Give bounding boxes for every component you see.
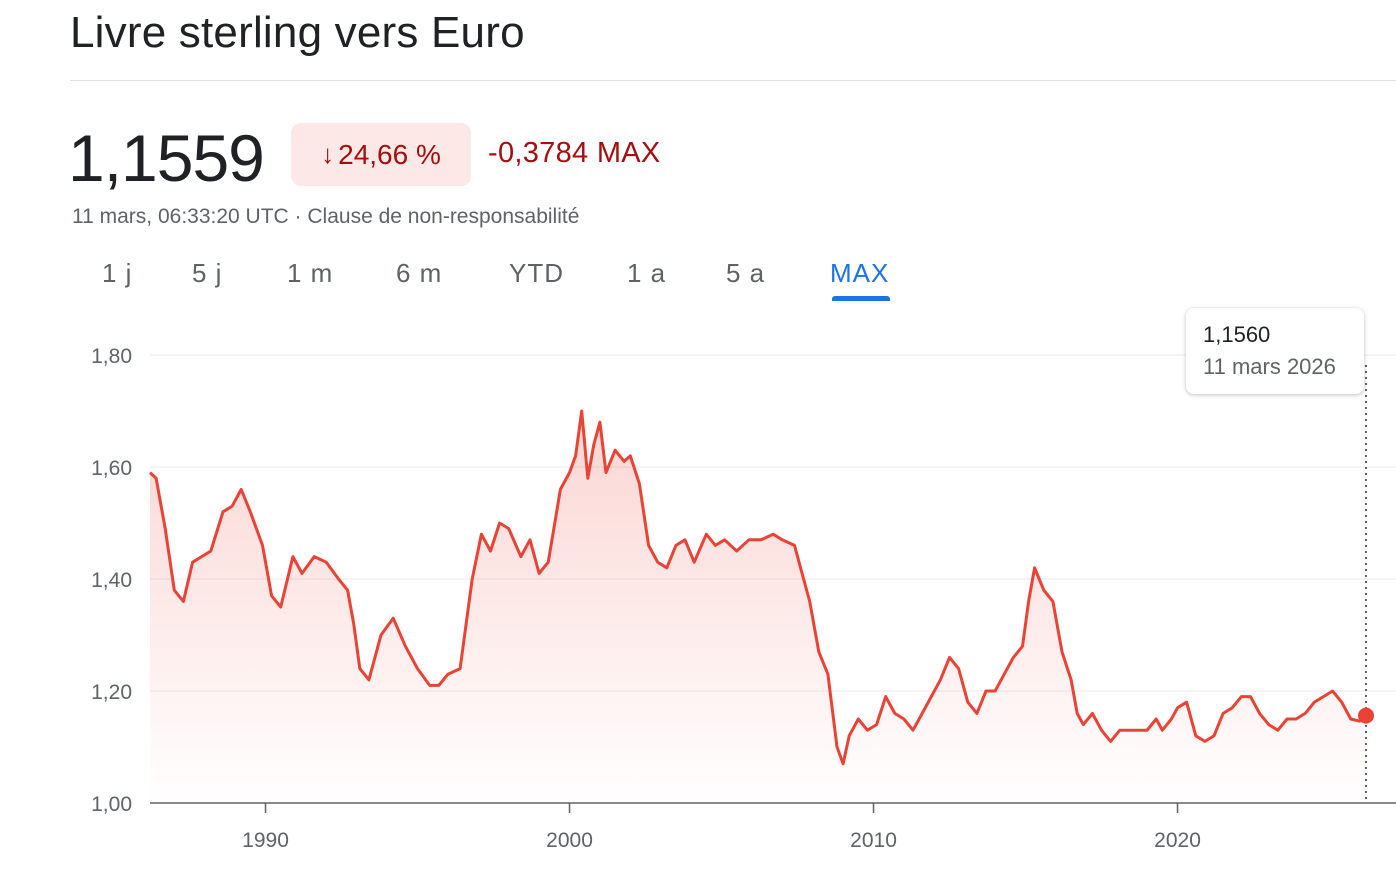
page-title: Livre sterling vers Euro <box>70 8 525 57</box>
tab-5-years[interactable]: 5 a <box>726 258 766 288</box>
active-tab-indicator <box>832 296 890 301</box>
change-percent-badge: ↓ 24,66 % <box>291 123 471 186</box>
tab-5-days[interactable]: 5 j <box>192 258 223 288</box>
change-percent: 24,66 % <box>338 138 441 170</box>
current-price: 1,1559 <box>68 121 265 195</box>
chart-series-line <box>148 409 1368 766</box>
x-tick-label: 2000 <box>546 829 593 852</box>
tab-max[interactable]: MAX <box>830 258 890 288</box>
tooltip-value: 1,1560 <box>1203 322 1271 347</box>
timestamp: 11 mars, 06:33:20 UTC <box>72 205 289 228</box>
y-tick-label: 1,40 <box>91 569 132 592</box>
tab-ytd[interactable]: YTD <box>509 258 564 288</box>
y-tick-label: 1,80 <box>91 345 132 368</box>
arrow-down-icon: ↓ <box>321 139 335 169</box>
x-tick-label: 2020 <box>1154 829 1201 852</box>
x-tick-label: 2010 <box>850 829 897 852</box>
tab-1-year[interactable]: 1 a <box>627 258 667 288</box>
tab-1-day[interactable]: 1 j <box>102 258 133 288</box>
y-tick-label: 1,00 <box>91 793 132 816</box>
y-tick-label: 1,60 <box>91 457 132 480</box>
chart-tooltip: 1,1560 11 mars 2026 <box>1186 308 1364 394</box>
range-tabs: 1 j 5 j 1 m 6 m YTD 1 a 5 a MAX <box>0 258 1000 308</box>
tab-6-months[interactable]: 6 m <box>396 258 443 288</box>
x-tick-label: 1990 <box>242 829 289 852</box>
meta-separator: · <box>288 205 308 228</box>
tooltip-date: 11 mars 2026 <box>1203 354 1336 379</box>
chart-current-point[interactable] <box>1358 707 1374 724</box>
change-absolute: -0,3784 MAX <box>488 137 661 169</box>
price-meta: 11 mars, 06:33:20 UTC · Clause de non-re… <box>72 205 579 229</box>
tab-1-month[interactable]: 1 m <box>287 258 334 288</box>
disclaimer-link[interactable]: Clause de non-responsabilité <box>307 205 580 228</box>
y-tick-label: 1,20 <box>91 681 132 704</box>
header-divider <box>70 80 1396 81</box>
chart-area-fill <box>150 411 1366 803</box>
